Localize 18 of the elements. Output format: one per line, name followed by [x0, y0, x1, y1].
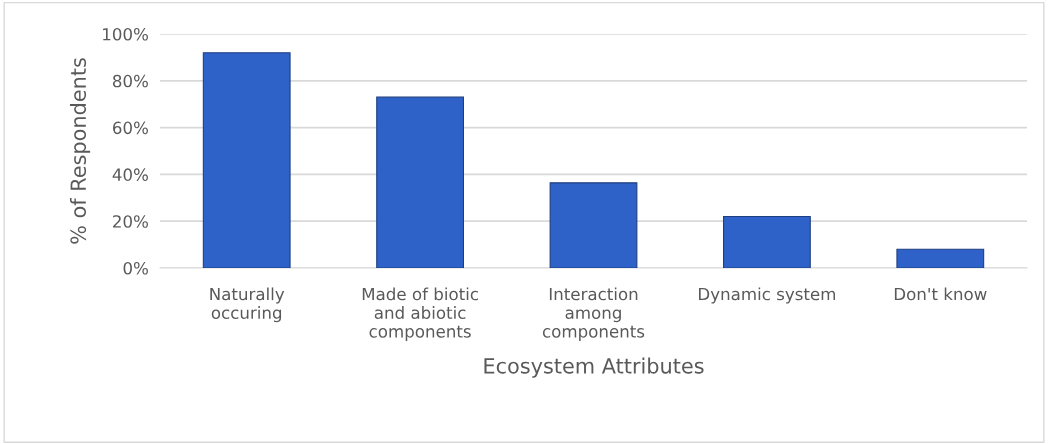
x-tick-label: Naturally occuring: [210, 287, 285, 323]
x-tick-label: Made of biotic and abiotic components: [362, 287, 478, 341]
bar: [202, 52, 291, 268]
bar: [549, 182, 638, 268]
y-tick-label: 100%: [103, 27, 148, 41]
y-tick-label: 40%: [112, 168, 148, 181]
y-tick-label: 80%: [112, 74, 148, 88]
y-tick-label: 60%: [113, 121, 148, 135]
bar: [376, 96, 465, 268]
x-axis-title: Ecosystem Attributes: [484, 357, 704, 378]
x-tick-label: Don't know: [894, 287, 987, 301]
bar: [896, 248, 985, 268]
bar: [722, 215, 811, 268]
x-tick-label: Dynamic system: [699, 287, 836, 304]
y-axis-title: % of Respondents: [69, 58, 91, 244]
y-tick-label: 20%: [113, 215, 148, 228]
y-tick-label: 0%: [123, 261, 148, 275]
x-tick-label: Interaction among components: [542, 287, 645, 341]
